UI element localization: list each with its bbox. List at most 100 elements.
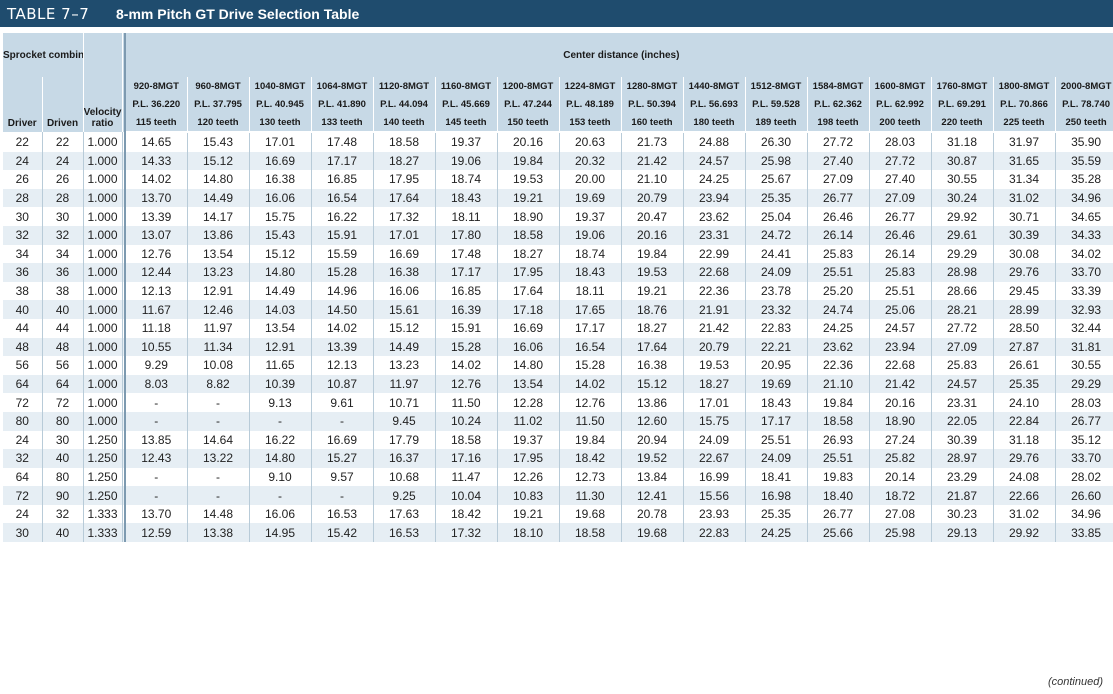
velocity-ratio-cell: 1.000 bbox=[83, 356, 123, 375]
center-distance-cell: 15.75 bbox=[683, 411, 746, 431]
center-distance-cell: 26.61 bbox=[993, 356, 1056, 375]
center-distance-cell: 17.18 bbox=[497, 300, 560, 319]
center-distance-cell: 33.70 bbox=[1055, 449, 1113, 468]
center-distance-cell: 22.68 bbox=[683, 263, 746, 282]
belt-name-header: 1760-8MGT bbox=[931, 77, 994, 95]
center-distance-cell: 27.08 bbox=[869, 504, 932, 524]
center-distance-cell: 15.91 bbox=[435, 318, 498, 338]
center-distance-cell: 19.37 bbox=[559, 207, 622, 226]
center-distance-cell: 20.16 bbox=[621, 225, 684, 245]
center-distance-cell: 12.76 bbox=[559, 393, 622, 412]
center-distance-cell: 20.16 bbox=[869, 393, 932, 412]
center-distance-cell: 24.57 bbox=[869, 318, 932, 338]
center-distance-cell: 17.80 bbox=[435, 225, 498, 245]
row-divider bbox=[122, 207, 127, 226]
velocity-ratio-cell: 1.250 bbox=[83, 430, 123, 450]
driven-cell: 34 bbox=[42, 244, 84, 264]
driver-cell: 38 bbox=[3, 281, 43, 301]
pitch-length-header: P.L. 45.669 bbox=[435, 95, 498, 113]
driver-cell: 40 bbox=[3, 300, 43, 319]
center-distance-cell: 24.74 bbox=[807, 300, 870, 319]
center-distance-cell: 28.66 bbox=[931, 281, 994, 301]
velocity-ratio-cell: 1.333 bbox=[83, 504, 123, 524]
center-distance-cell: 20.78 bbox=[621, 504, 684, 524]
center-distance-cell: 10.24 bbox=[435, 411, 498, 431]
center-distance-cell: 26.30 bbox=[745, 132, 808, 152]
pitch-length-header: P.L. 44.094 bbox=[373, 95, 436, 113]
center-distance-cell: 31.18 bbox=[993, 430, 1056, 450]
table-row: 24 32 1.333 13.70 14.48 16.06 16.53 17.63 18.42 1… bbox=[3, 504, 1113, 524]
center-distance-cell: - bbox=[125, 393, 188, 412]
driver-cell: 64 bbox=[3, 374, 43, 394]
teeth-header: 189 teeth bbox=[745, 113, 808, 133]
driven-cell: 48 bbox=[42, 337, 84, 357]
center-distance-cell: 13.84 bbox=[621, 467, 684, 487]
center-distance-cell: 12.60 bbox=[621, 411, 684, 431]
center-distance-cell: 12.46 bbox=[187, 300, 250, 319]
table-title-bar: TABLE 7–7 8-mm Pitch GT Drive Selection … bbox=[0, 0, 1113, 27]
table-row: 24 30 1.250 13.85 14.64 16.22 16.69 17.79 18.58 1… bbox=[3, 430, 1113, 450]
center-distance-cell: 16.06 bbox=[497, 337, 560, 357]
center-distance-cell: 11.34 bbox=[187, 337, 250, 357]
center-distance-cell: 15.59 bbox=[311, 244, 374, 264]
center-distance-cell: 18.40 bbox=[807, 486, 870, 505]
velocity-ratio-cell: 1.000 bbox=[83, 337, 123, 357]
center-distance-cell: 22.68 bbox=[869, 356, 932, 375]
center-distance-cell: 21.42 bbox=[683, 318, 746, 338]
center-distance-cell: 31.02 bbox=[993, 188, 1056, 208]
center-distance-cell: 30.55 bbox=[1055, 356, 1113, 375]
center-distance-cell: 23.62 bbox=[807, 337, 870, 357]
table-row: 22 22 1.000 14.65 15.43 17.01 17.48 18.58 19.37 2… bbox=[3, 132, 1113, 152]
center-distance-cell: 24.25 bbox=[745, 523, 808, 543]
center-distance-cell: 18.11 bbox=[559, 281, 622, 301]
driven-cell: 80 bbox=[42, 411, 84, 431]
center-distance-cell: 29.76 bbox=[993, 449, 1056, 468]
center-distance-cell: 23.62 bbox=[683, 207, 746, 226]
center-distance-cell: 16.69 bbox=[373, 244, 436, 264]
teeth-header: 220 teeth bbox=[931, 113, 994, 133]
center-distance-cell: 19.83 bbox=[807, 467, 870, 487]
row-divider bbox=[122, 151, 127, 171]
center-distance-cell: 14.80 bbox=[187, 170, 250, 189]
center-distance-cell: 21.73 bbox=[621, 132, 684, 152]
velocity-ratio-cell: 1.000 bbox=[83, 374, 123, 394]
center-distance-cell: 25.20 bbox=[807, 281, 870, 301]
center-distance-cell: 13.23 bbox=[187, 263, 250, 282]
center-distance-cell: 17.64 bbox=[497, 281, 560, 301]
center-distance-cell: 18.41 bbox=[745, 467, 808, 487]
center-distance-cell: 19.84 bbox=[807, 393, 870, 412]
center-distance-cell: 35.12 bbox=[1055, 430, 1113, 450]
center-distance-cell: 18.58 bbox=[559, 523, 622, 543]
row-divider bbox=[122, 300, 127, 319]
center-distance-cell: 12.28 bbox=[497, 393, 560, 412]
center-distance-cell: 24.09 bbox=[683, 430, 746, 450]
center-distance-cell: 21.42 bbox=[621, 151, 684, 171]
center-distance-cell: 9.25 bbox=[373, 486, 436, 505]
belt-name-header: 1224-8MGT bbox=[559, 77, 622, 95]
driven-cell: 30 bbox=[42, 207, 84, 226]
belt-name-header: 1800-8MGT bbox=[993, 77, 1056, 95]
center-distance-cell: 30.39 bbox=[931, 430, 994, 450]
center-distance-cell: 10.04 bbox=[435, 486, 498, 505]
driven-cell: 40 bbox=[42, 300, 84, 319]
center-distance-cell: 9.45 bbox=[373, 411, 436, 431]
center-distance-cell: 18.74 bbox=[559, 244, 622, 264]
driver-cell: 72 bbox=[3, 486, 43, 505]
header-row-groups: Sprocket combinations Center distance (i… bbox=[3, 33, 1113, 77]
center-distance-cell: 19.84 bbox=[621, 244, 684, 264]
center-distance-cell: 16.22 bbox=[249, 430, 312, 450]
center-distance-cell: 21.10 bbox=[621, 170, 684, 189]
center-distance-cell: 34.33 bbox=[1055, 225, 1113, 245]
driven-cell: 40 bbox=[42, 523, 84, 543]
center-distance-cell: 13.39 bbox=[125, 207, 188, 226]
center-distance-cell: 25.51 bbox=[807, 263, 870, 282]
sprocket-combinations-header: Sprocket combinations bbox=[3, 33, 84, 77]
center-distance-cell: 27.40 bbox=[807, 151, 870, 171]
center-distance-cell: 10.08 bbox=[187, 356, 250, 375]
center-distance-cell: 13.38 bbox=[187, 523, 250, 543]
center-distance-cell: 20.00 bbox=[559, 170, 622, 189]
center-distance-cell: 30.24 bbox=[931, 188, 994, 208]
center-distance-cell: 27.09 bbox=[869, 188, 932, 208]
center-distance-cell: 11.67 bbox=[125, 300, 188, 319]
driven-cell: 40 bbox=[42, 449, 84, 468]
